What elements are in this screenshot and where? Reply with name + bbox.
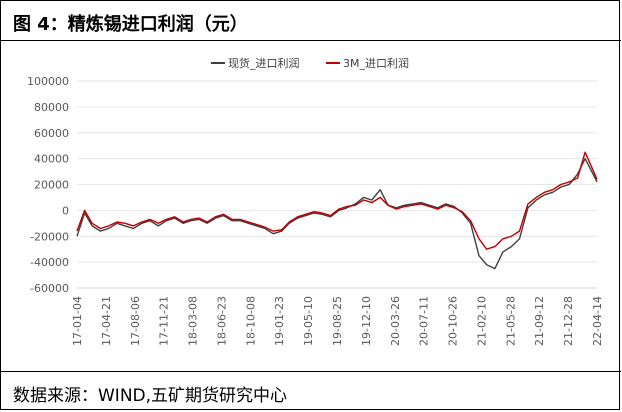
line-chart: 现货_进口利润 3M_进口利润 100000 80000 60000 40000 2000…: [27, 56, 604, 346]
x-tick-label: 17-08-06: [129, 296, 142, 346]
x-tick-label: 18-06-23: [215, 296, 228, 346]
x-tick-label: 21-05-28: [504, 296, 517, 346]
y-tick-label: 80000: [34, 101, 69, 114]
source-row: 数据来源：WIND,五矿期货研究中心: [1, 371, 621, 411]
y-tick-label: -60000: [30, 282, 69, 295]
x-tick-label: 18-10-08: [244, 296, 257, 346]
y-tick-label: 20000: [34, 179, 69, 192]
x-tick-label: 21-09-12: [533, 296, 546, 346]
x-tick-label: 17-01-04: [71, 296, 84, 346]
legend: 现货_进口利润 3M_进口利润: [211, 56, 409, 70]
x-axis: 17-01-04 17-04-21 17-08-06 17-11-21 18-03-08…: [71, 287, 604, 346]
gridlines: [77, 80, 597, 289]
x-tick-label: 20-10-26: [447, 296, 460, 346]
series-spot-profit-line: [76, 157, 598, 270]
series-lines: [76, 151, 598, 270]
x-tick-label: 17-11-21: [158, 296, 171, 346]
y-tick-label: 40000: [34, 153, 69, 166]
y-tick-label: 60000: [34, 127, 69, 140]
x-tick-label: 20-07-11: [418, 296, 431, 346]
x-tick-label: 19-05-10: [302, 296, 315, 346]
legend-label: 3M_进口利润: [343, 56, 409, 70]
x-tick-label: 18-03-08: [187, 296, 200, 346]
x-tick-label: 17-04-21: [100, 296, 113, 346]
x-tick-label: 21-02-10: [475, 296, 488, 346]
y-tick-label: -40000: [30, 256, 69, 269]
x-tick-label: 19-01-23: [273, 296, 286, 346]
x-tick-label: 21-12-28: [562, 296, 575, 346]
x-tick-label: 22-04-14: [591, 296, 604, 346]
x-tick-label: 20-03-26: [389, 296, 402, 346]
chart-area: 现货_进口利润 3M_进口利润 100000 80000 60000 40000 2000…: [1, 41, 621, 371]
x-tick-label: 19-08-25: [331, 296, 344, 346]
y-tick-label: 0: [62, 204, 69, 217]
x-tick-label: 19-12-10: [360, 296, 373, 346]
title-row: 图 4：精炼锡进口利润（元）: [1, 1, 621, 41]
y-axis: 100000 80000 60000 40000 20000 0 -20000 -40000 -…: [27, 75, 69, 295]
data-source: 数据来源：WIND,五矿期货研究中心: [13, 386, 288, 406]
y-tick-label: 100000: [27, 75, 69, 88]
y-tick-label: -20000: [30, 230, 69, 243]
series-3m-profit-line: [76, 151, 598, 250]
legend-label: 现货_进口利润: [228, 56, 300, 70]
figure-title: 图 4：精炼锡进口利润（元）: [13, 14, 248, 35]
